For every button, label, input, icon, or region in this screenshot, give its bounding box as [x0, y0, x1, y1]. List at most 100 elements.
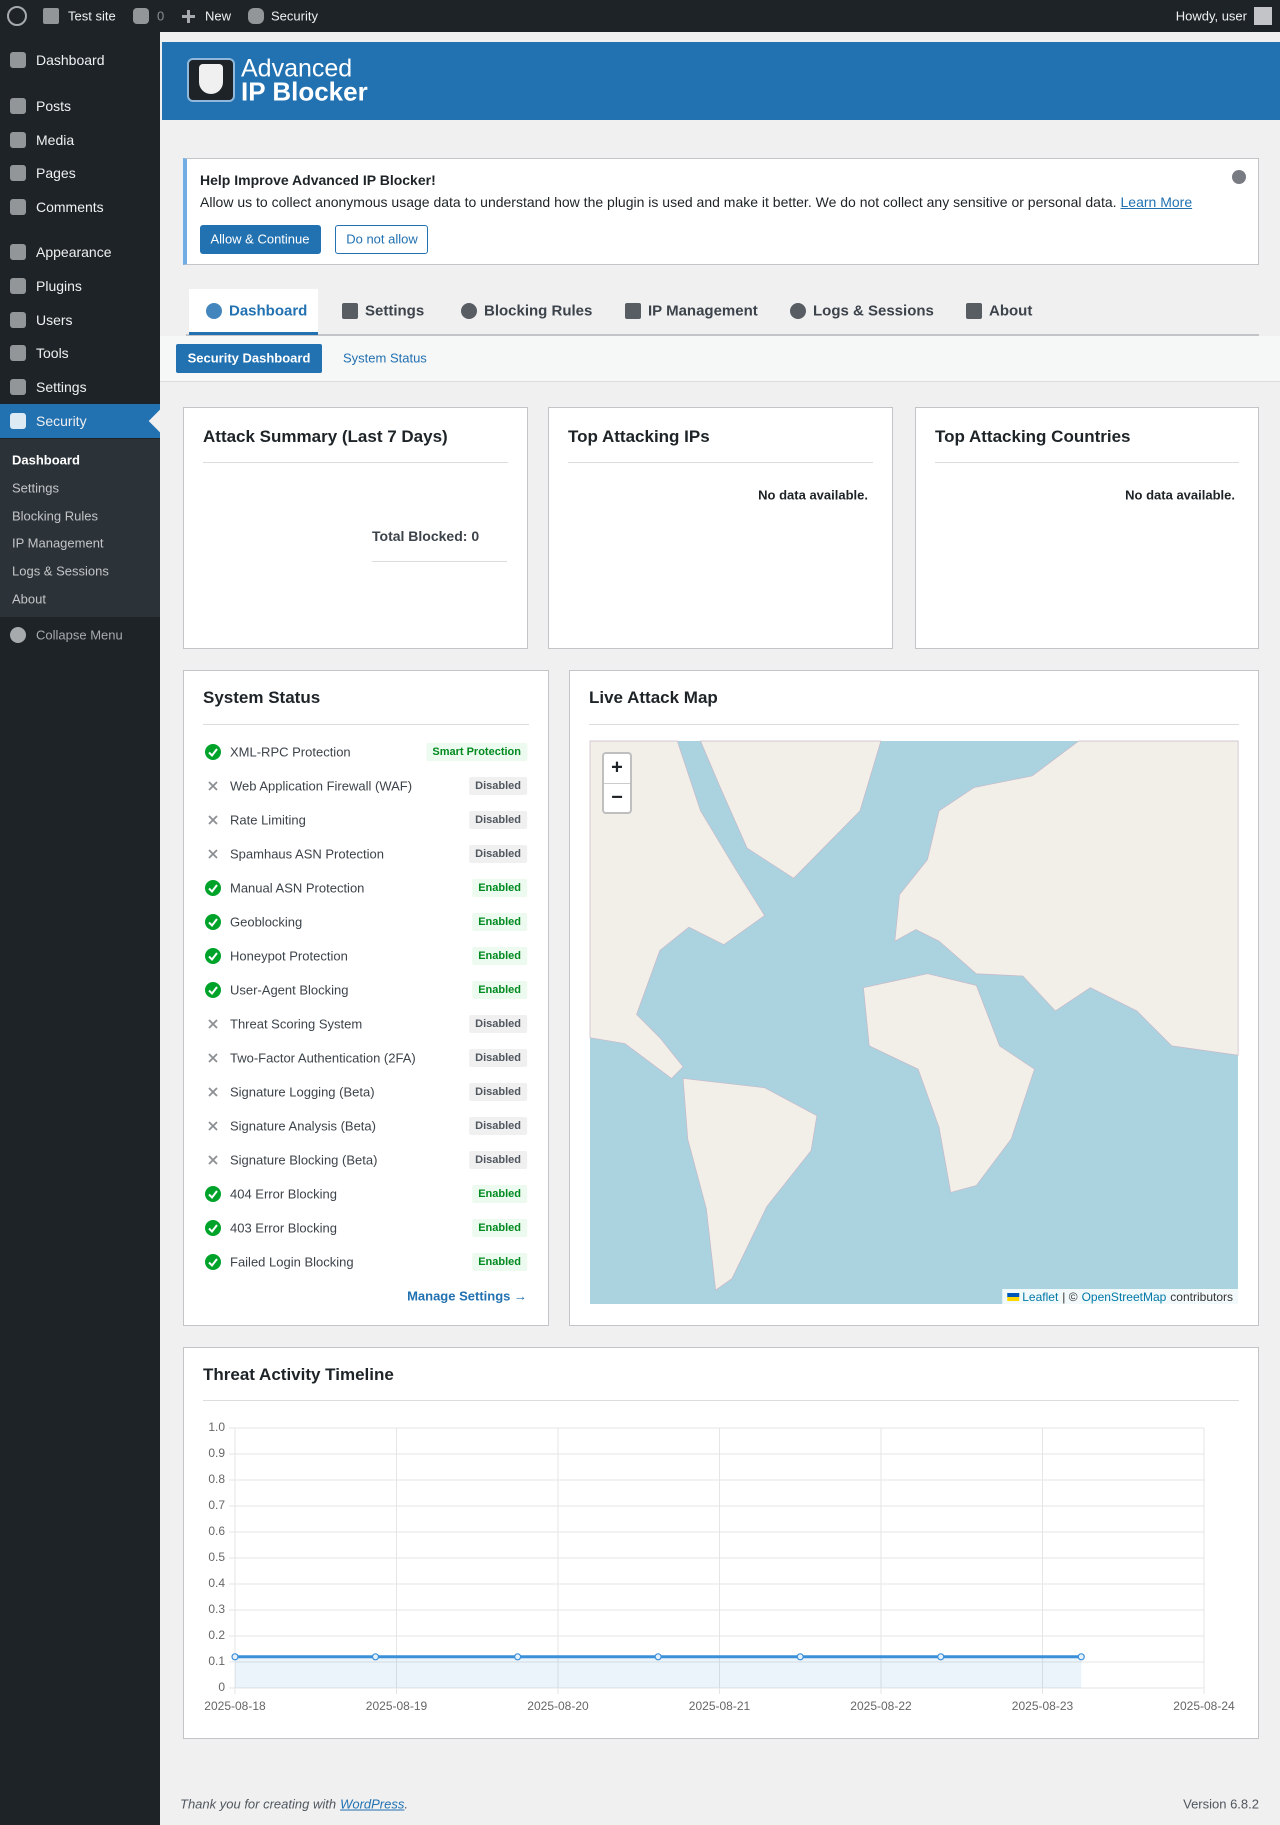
notice-title: Help Improve Advanced IP Blocker!	[200, 172, 436, 188]
logo-line1: Advanced	[241, 54, 353, 83]
x-mark	[208, 815, 218, 825]
menu-item[interactable]: Posts	[36, 97, 72, 114]
tab-icon	[461, 303, 477, 319]
comments-icon	[133, 8, 149, 24]
status-name: Geoblocking	[230, 914, 303, 930]
zoom-in[interactable]: +	[611, 756, 623, 779]
status-name: 403 Error Blocking	[230, 1220, 337, 1236]
deny-button[interactable]: Do not allow	[335, 225, 428, 254]
manage-settings[interactable]: Manage Settings →	[407, 1288, 527, 1304]
status-badge: Enabled	[472, 1253, 527, 1271]
notice-close[interactable]	[1232, 170, 1246, 184]
y-tick-label: 0.8	[208, 1472, 225, 1486]
empty-message: No data available.	[1125, 487, 1235, 503]
x-icon	[208, 1019, 218, 1029]
menu-item[interactable]: Tools	[36, 345, 69, 362]
check-bg	[205, 744, 221, 760]
card-rule	[568, 462, 873, 463]
subtab-active[interactable]: Security Dashboard	[176, 344, 322, 373]
menu-icon	[10, 52, 26, 68]
status-name: XML-RPC Protection	[230, 744, 351, 760]
x-icon	[208, 849, 218, 859]
allow-button[interactable]: Allow & Continue	[200, 225, 321, 254]
point	[937, 1653, 945, 1661]
card-rule	[935, 462, 1239, 463]
check-bg	[205, 880, 221, 896]
submenu	[0, 439, 160, 617]
menu-icon	[10, 131, 26, 148]
menu-item[interactable]: Appearance	[36, 244, 112, 260]
subtab-band	[160, 336, 1280, 382]
howdy[interactable]: Howdy, user	[1175, 8, 1247, 24]
notice-text: Allow us to collect anonymous usage data…	[200, 194, 1192, 210]
status-name: Signature Analysis (Beta)	[230, 1118, 376, 1134]
y-tick-label: 0.9	[208, 1446, 225, 1460]
menu-icon	[10, 244, 26, 260]
subtab[interactable]: System Status	[343, 350, 427, 366]
menu-item[interactable]: Dashboard	[36, 52, 105, 68]
status-badge: Enabled	[472, 879, 527, 897]
check-mark	[208, 1224, 218, 1234]
allow-label: Allow & Continue	[210, 231, 310, 247]
y-tick-label: 0.2	[208, 1628, 225, 1642]
tab[interactable]: Settings	[365, 302, 425, 320]
x-icon	[208, 815, 218, 825]
check-mark	[208, 748, 218, 758]
submenu-item[interactable]: About	[12, 591, 46, 607]
tab[interactable]: Dashboard	[229, 302, 308, 320]
submenu-item[interactable]: Logs & Sessions	[12, 563, 109, 579]
tab[interactable]: Logs & Sessions	[813, 302, 934, 320]
status-badge: Enabled	[472, 1219, 527, 1237]
menu-item[interactable]: Security	[36, 413, 87, 429]
x-tick-label: 2025-08-24	[1173, 1699, 1235, 1713]
attribution-part: contributors	[1170, 1290, 1233, 1304]
footer-link[interactable]: WordPress	[340, 1796, 405, 1812]
continent	[700, 740, 882, 879]
submenu-item[interactable]: Blocking Rules	[12, 508, 98, 524]
logo-shield	[199, 64, 223, 94]
attribution-part[interactable]: OpenStreetMap	[1081, 1290, 1167, 1304]
tab-icon	[790, 303, 806, 319]
status-badge: Disabled	[469, 1015, 527, 1033]
subtab-label: Security Dashboard	[187, 350, 311, 366]
security-link[interactable]: Security	[271, 8, 318, 24]
check-icon	[205, 1254, 221, 1270]
status-badge: Enabled	[472, 981, 527, 999]
submenu-item[interactable]: Dashboard	[12, 452, 80, 468]
timeline-card	[183, 1347, 1259, 1739]
deny-label: Do not allow	[346, 231, 418, 247]
home-icon	[43, 8, 59, 24]
submenu-item[interactable]: IP Management	[12, 535, 104, 551]
total-blocked: Total Blocked: 0	[372, 528, 479, 544]
tabs-rule	[186, 334, 1259, 336]
notice-link[interactable]: Learn More	[1120, 194, 1193, 210]
menu-item[interactable]: Comments	[36, 199, 104, 216]
attribution-part[interactable]: Leaflet	[1022, 1290, 1059, 1304]
total-label: Total Blocked:	[372, 528, 468, 544]
site-name[interactable]: Test site	[68, 8, 116, 24]
tab[interactable]: About	[989, 302, 1033, 320]
continent	[863, 973, 1035, 1193]
menu-item[interactable]: Settings	[36, 379, 87, 396]
check-icon	[205, 1186, 221, 1202]
submenu-item[interactable]: Settings	[12, 480, 59, 496]
wp-logo	[7, 6, 27, 26]
zoom-out[interactable]: −	[611, 786, 623, 809]
menu-item[interactable]: Pages	[36, 165, 76, 182]
menu-item[interactable]: Media	[36, 131, 75, 148]
tab[interactable]: IP Management	[648, 302, 758, 320]
x-mark	[208, 849, 218, 859]
collapse-menu[interactable]: Collapse Menu	[36, 627, 123, 643]
status-badge: Disabled	[469, 777, 527, 795]
status-name: Rate Limiting	[230, 812, 306, 828]
tab[interactable]: Blocking Rules	[484, 302, 593, 320]
total-value: 0	[471, 528, 480, 544]
menu-item[interactable]: Plugins	[36, 277, 82, 294]
new-link[interactable]: New	[205, 8, 232, 24]
menu-item[interactable]: Users	[36, 311, 73, 328]
menu-active	[0, 404, 160, 438]
status-name: Signature Blocking (Beta)	[230, 1152, 378, 1168]
menu-icon	[10, 311, 26, 328]
map	[589, 740, 1239, 1304]
status-badge: Smart Protection	[426, 743, 527, 761]
